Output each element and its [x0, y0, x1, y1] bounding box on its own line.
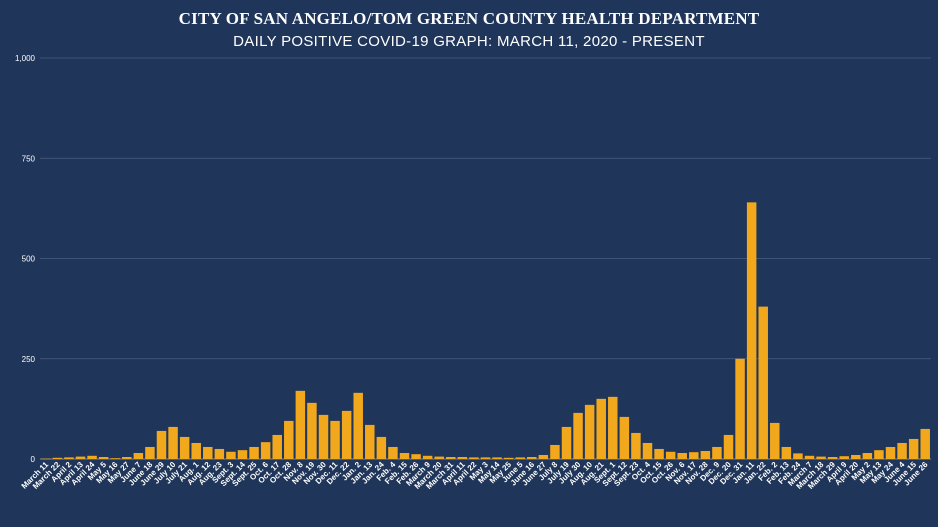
bar [446, 456, 456, 459]
bar [203, 446, 213, 459]
bar [503, 457, 514, 459]
bar [422, 455, 433, 459]
bar [295, 390, 306, 459]
bar [584, 404, 595, 459]
bar [272, 434, 282, 459]
y-tick-label: 750 [22, 154, 36, 163]
bar [839, 456, 849, 459]
bar [64, 457, 74, 459]
bar [527, 456, 537, 459]
bar [457, 456, 468, 459]
bar [781, 446, 792, 459]
bar [434, 456, 444, 459]
bar [98, 456, 109, 459]
bar [353, 392, 363, 459]
bar [249, 446, 259, 459]
bar [712, 446, 722, 459]
bar [746, 202, 757, 460]
bar [376, 436, 387, 459]
bar [122, 456, 132, 459]
bar [608, 396, 618, 459]
bar [515, 457, 525, 459]
bar [341, 410, 352, 459]
bar [388, 446, 398, 459]
bar [492, 457, 502, 459]
chart-subtitle: DAILY POSITIVE COVID-19 GRAPH: MARCH 11,… [233, 33, 705, 50]
bar [885, 446, 896, 459]
y-tick-label: 0 [31, 455, 36, 464]
bar [237, 450, 248, 459]
bar [596, 398, 606, 459]
y-tick-label: 250 [22, 355, 36, 364]
bar [804, 455, 815, 459]
bar [851, 454, 861, 459]
bar [191, 442, 201, 459]
bar [87, 455, 97, 459]
bar [469, 457, 479, 459]
bar [411, 454, 421, 459]
bar [654, 448, 664, 459]
bar [214, 448, 225, 459]
bar [642, 442, 653, 459]
bar [908, 438, 919, 459]
bar [827, 456, 838, 459]
bar [862, 452, 873, 459]
bar [631, 432, 641, 459]
bar [260, 442, 271, 459]
bar [133, 452, 144, 459]
bar [550, 444, 560, 459]
bar [816, 456, 826, 459]
bar [168, 426, 178, 459]
bar [874, 450, 884, 459]
bar [110, 458, 120, 459]
bar [156, 430, 167, 459]
bar [897, 442, 907, 459]
bar [770, 422, 780, 459]
bar [723, 434, 734, 459]
bar [226, 451, 236, 459]
bar [365, 424, 375, 459]
bar [700, 450, 711, 459]
bar [689, 452, 699, 459]
bar [145, 446, 155, 459]
bar [52, 457, 63, 459]
chart-title: CITY OF SAN ANGELO/TOM GREEN COUNTY HEAL… [178, 9, 760, 28]
bar [318, 414, 329, 459]
bar [284, 420, 294, 459]
bar [41, 458, 51, 460]
bar [179, 436, 190, 459]
bar [330, 420, 340, 459]
y-tick-label: 1,000 [15, 54, 36, 63]
bar [758, 306, 768, 459]
bar [538, 454, 549, 459]
bar [480, 457, 491, 459]
bar [307, 402, 317, 459]
y-tick-label: 500 [22, 255, 36, 264]
bar [399, 452, 410, 459]
bar [920, 428, 930, 459]
bar [561, 426, 572, 459]
bar [677, 452, 687, 459]
bar [619, 416, 630, 459]
bar [793, 453, 803, 459]
bar [735, 358, 745, 459]
bar [573, 412, 583, 459]
bar [75, 456, 86, 459]
bar [665, 451, 676, 459]
